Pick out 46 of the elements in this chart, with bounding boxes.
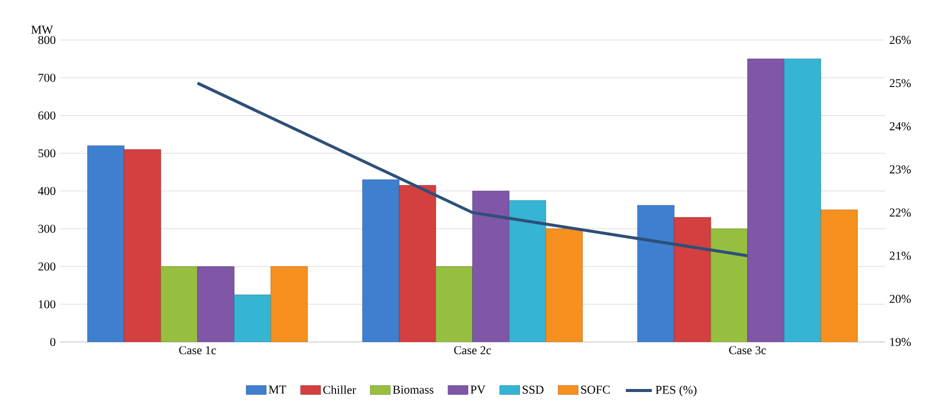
bar [160,266,198,342]
bar [508,200,546,342]
bar [472,190,510,342]
y2-tick-label: 21% [890,252,911,260]
y-tick-label: 700 [38,74,56,82]
bar [124,149,162,342]
y-tick-label: 500 [38,149,56,158]
legend-label: Chiller [323,385,356,394]
y-tick-label: 600 [38,111,56,120]
legend-label: PES (%) [656,385,696,396]
y-axis-title: MW [31,26,53,34]
bar [362,179,400,342]
y-tick-label: 800 [38,36,56,44]
x-tick-label: Case 3c [729,346,766,354]
bar [270,266,308,342]
legend-label: SSD [522,386,544,394]
bar [234,294,272,342]
y-tick-label: 400 [38,186,56,196]
y-tick-label: 100 [38,300,56,308]
bar [637,205,674,342]
bar [784,58,822,342]
legend-label: PV [470,386,486,394]
y2-tick-label: 24% [890,122,911,130]
y2-tick-label: 25% [890,79,911,88]
bar [197,266,234,342]
y2-tick-label: 19% [890,338,911,346]
y2-tick-label: 22% [890,208,911,217]
bar [436,266,473,342]
bar [747,58,784,342]
bar [820,210,858,342]
legend-label: MT [268,386,286,394]
bar [87,146,124,342]
bar [710,228,748,342]
bar [674,217,712,342]
y-tick-label: 300 [38,224,56,233]
x-tick-label: Case 1c [179,346,216,354]
bar [546,228,583,342]
y2-tick-label: 20% [890,294,911,303]
y-tick-label: 0 [50,338,56,346]
legend-label: Biomass [392,386,434,394]
bar [398,185,436,342]
y2-tick-label: 26% [890,36,911,44]
x-tick-label: Case 2c [454,346,491,354]
y-tick-label: 200 [38,262,56,271]
y2-tick-label: 23% [890,165,911,174]
legend-label: SOFC [581,386,610,394]
